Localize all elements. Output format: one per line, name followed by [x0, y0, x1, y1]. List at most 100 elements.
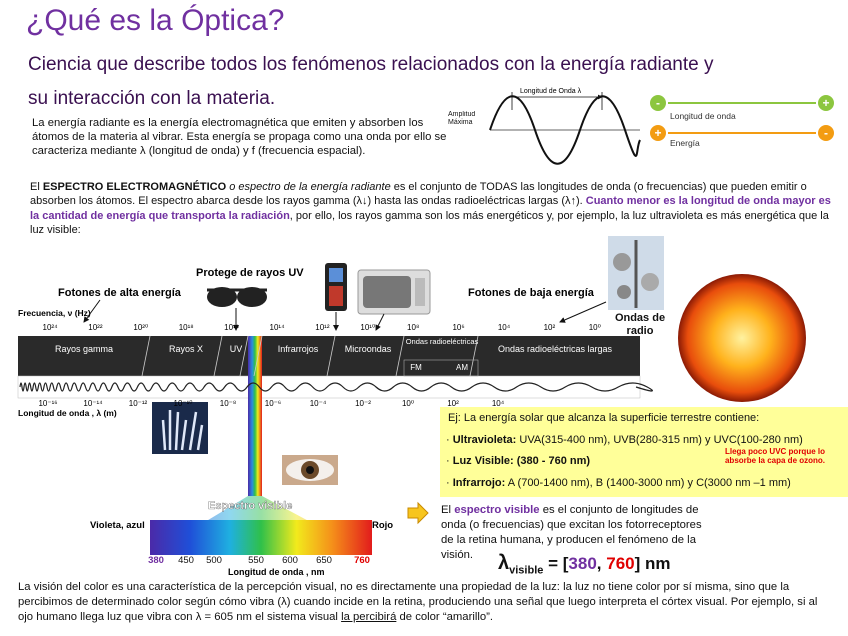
wavelength-tick-label: 10⁻⁶	[265, 399, 281, 408]
text: El	[30, 181, 43, 193]
band-separator	[326, 335, 336, 377]
sign: +	[654, 126, 661, 140]
wavelength-tick-label: 10²	[447, 399, 459, 408]
band-label: Rayos X	[169, 344, 203, 354]
frequency-tick-label: 10¹⁸	[179, 323, 194, 332]
frequency-tick-label: 10²⁰	[133, 323, 148, 332]
frequency-tick-label: 10⁶	[452, 323, 464, 332]
min: 380	[568, 554, 597, 573]
ozone-note: Llega poco UVC porque lo absorbe la capa…	[724, 447, 826, 465]
lambda: λ	[498, 552, 510, 574]
solar-item: · Ultravioleta: UVA(315-400 nm), UVB(280…	[446, 434, 803, 446]
text: o espectro de la energía radiante	[226, 181, 391, 193]
band-separator	[141, 335, 151, 377]
item-label: Infrarrojo:	[452, 477, 506, 489]
frequency-tick-label: 10¹⁴	[270, 323, 286, 332]
band-separator	[395, 335, 405, 377]
sign: +	[822, 96, 829, 110]
visible-tick-label: 500	[206, 555, 222, 566]
visible-tick-label: 760	[354, 555, 370, 566]
wavelength-tick-label: 10⁻⁴	[310, 399, 327, 408]
amp-wrap: Amplitud Máxima	[448, 111, 475, 126]
microwave	[357, 269, 431, 315]
low-energy-label: Fotones de baja energía	[468, 287, 595, 299]
radio-label: Ondas de radio	[614, 312, 666, 337]
band-separator	[239, 335, 249, 377]
footer-text: La visión del color es una característic…	[18, 580, 833, 625]
em-wave	[19, 382, 654, 392]
visible-tick-label: 650	[316, 555, 332, 566]
phone	[325, 263, 347, 311]
sign: -	[656, 96, 660, 110]
radio-wrap: Ondas de radio	[614, 312, 666, 337]
energy-label: Energía	[670, 138, 700, 148]
band-label: UV	[230, 344, 243, 354]
spectrum: Fotones de alta energía Protege de rayos…	[17, 267, 666, 496]
energy-diagram: - + Longitud de onda + - Energía	[650, 95, 834, 148]
spectrum-text: El ESPECTRO ELECTROMAGNÉTICO o espectro …	[30, 180, 838, 237]
wavelength-label: Longitud de onda	[670, 111, 736, 121]
wavelength-label: Longitud de Onda λ	[520, 88, 582, 95]
xray-hands	[152, 402, 208, 454]
solar-item: · Infrarrojo: A (700-1400 nm), B (1400-3…	[446, 477, 791, 489]
text: El	[441, 504, 455, 516]
item-text: A (700-1400 nm), B (1400-3000 nm) y C(30…	[505, 477, 791, 489]
visible-title: Espectro visible	[208, 500, 292, 512]
text: , por ello, los rayos gamma son los más …	[30, 209, 829, 236]
visible-text: El espectro visible es el conjunto de lo…	[441, 503, 711, 563]
band-label: Microondas	[345, 344, 392, 354]
band-label: Ondas radioeléctricas largas	[498, 344, 613, 354]
high-energy-label: Fotones de alta energía	[58, 287, 182, 299]
pointer-arrow	[407, 501, 429, 525]
arrow	[559, 301, 607, 323]
item-label: Ultravioleta:	[452, 434, 517, 446]
wavelength-tick-label: 10⁰	[402, 399, 414, 408]
frequency-tick-label: 10¹⁶	[224, 323, 239, 332]
band-label: Rayos gamma	[55, 344, 113, 354]
band-separator	[469, 335, 479, 377]
sunglasses	[207, 287, 267, 307]
text: es el conjunto de TODAS las longitudes d…	[30, 181, 807, 208]
text: = [	[543, 554, 569, 573]
formula: λvisible = [380, 760] nm	[498, 552, 671, 576]
wavelength-tick-label: 10⁻¹⁶	[38, 399, 57, 408]
sub-band-box	[403, 359, 479, 377]
frequency-tick-label: 10⁰	[589, 323, 601, 332]
visible-tick-label: 450	[178, 555, 194, 566]
solar-intro: Ej: La energía solar que alcanza la supe…	[448, 412, 760, 424]
uv-protect-label: Protege de rayos UV	[196, 267, 304, 279]
text: es el conjunto de longitudes de onda (o …	[441, 504, 702, 561]
frequency-tick-label: 10²⁴	[43, 323, 59, 332]
sub-band-label: AM	[456, 363, 468, 372]
frequency-label: Frecuencia, ν (Hz)	[18, 308, 91, 318]
antenna	[608, 236, 664, 310]
solar-item: · Luz Visible: (380 - 760 nm)	[446, 455, 591, 467]
text: ,	[596, 554, 607, 573]
wave-strip	[17, 375, 641, 399]
band-separator	[253, 335, 263, 377]
subtitle: Ciencia que describe todos los fenómenos…	[28, 54, 714, 109]
circle	[818, 125, 834, 141]
circle	[650, 125, 666, 141]
text: ESPECTRO ELECTROMAGNÉTICO	[42, 181, 227, 193]
intro-text: La energía radiante es la energía electr…	[32, 117, 447, 157]
item-label: Luz Visible: (380 - 760 nm)	[452, 455, 591, 467]
band-label: Infrarrojos	[278, 344, 319, 354]
arrow	[375, 313, 385, 331]
arrow	[83, 299, 101, 323]
text: espectro visible	[454, 504, 540, 516]
wavelength-tick-label: 10⁻¹⁴	[83, 399, 103, 408]
wave-diagram: Longitud de Onda λ Amplitud Máxima	[448, 88, 641, 165]
item-text: UVA(315-400 nm), UVB(280-315 nm) y UVC(1…	[516, 434, 803, 446]
band-label: Ondas radioeléctricas	[406, 337, 479, 346]
sub-band-label: FM	[410, 363, 422, 372]
solar-box: Ej: La energía solar que alcanza la supe…	[440, 407, 848, 497]
visible-tick-label: 600	[282, 555, 298, 566]
frequency-tick-label: 10²²	[88, 323, 103, 332]
text: la percibirá	[341, 611, 397, 623]
sun	[678, 274, 806, 402]
right-label: Rojo	[372, 520, 393, 531]
wavelength-tick-label: 10⁻⁸	[220, 399, 237, 408]
